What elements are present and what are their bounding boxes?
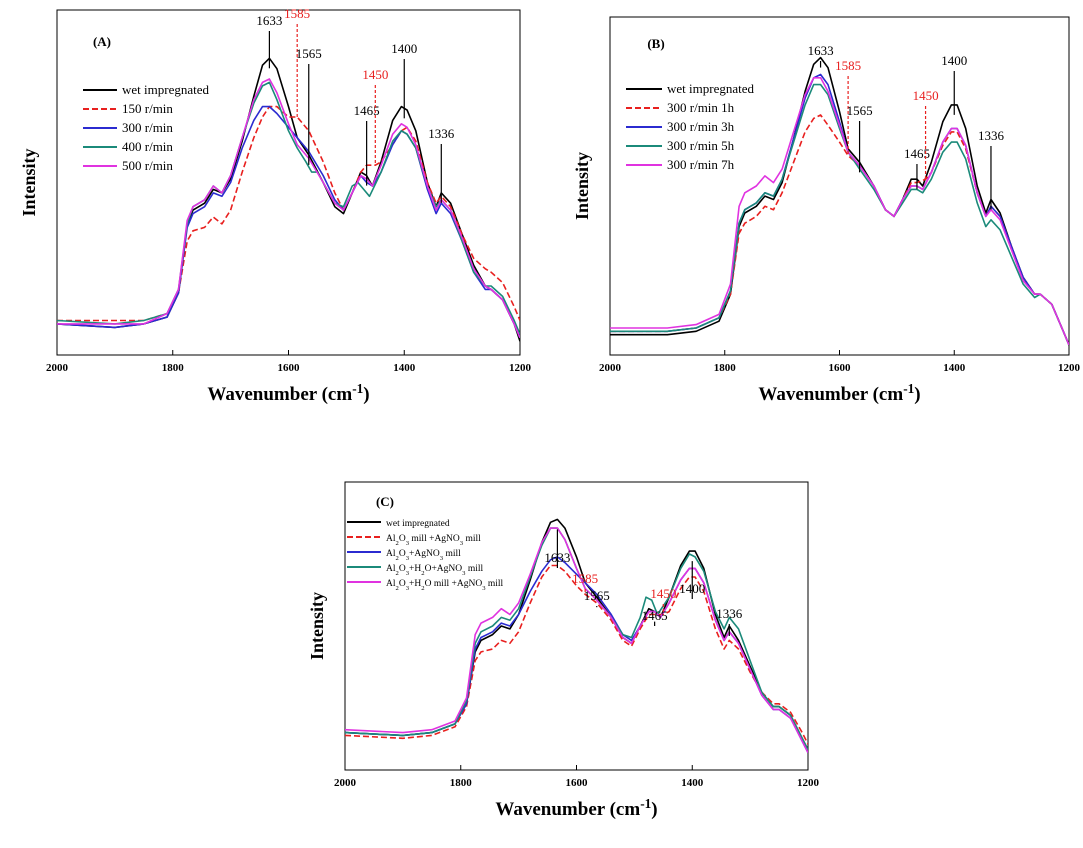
legend-label-5: 300 r/min 7h xyxy=(667,157,735,172)
legend-label-3: 300 r/min xyxy=(122,120,173,135)
peak-label-1450: 1450 xyxy=(650,586,676,601)
panel-label: (B) xyxy=(647,36,664,51)
peak-label-1585: 1585 xyxy=(572,571,598,586)
legend-label-2: 300 r/min 1h xyxy=(667,100,735,115)
peak-label-1336: 1336 xyxy=(978,128,1005,143)
peak-label-1565: 1565 xyxy=(847,103,873,118)
series-line-5 xyxy=(610,77,1069,346)
legend-label-1: wet impregnated xyxy=(667,81,754,96)
peak-label-1465: 1465 xyxy=(904,146,930,161)
legend-label-2: 150 r/min xyxy=(122,101,173,116)
x-tick-label: 1400 xyxy=(943,362,966,374)
legend-label-4: Al2O3+H2O+AgNO3 mill xyxy=(386,564,484,577)
chart-panel-b: 2000 1800 1600 1400 1200 Wavenumber (cm-1) Int… xyxy=(572,16,1081,406)
legend: wet impregnated Al2O3 mill +AgNO3 mill Al2… xyxy=(347,519,504,592)
peak-label-1465: 1465 xyxy=(354,103,380,118)
legend: wet impregnated 150 r/min 300 r/min 400 r/m… xyxy=(83,82,209,173)
peak-label-1400: 1400 xyxy=(391,41,417,56)
peak-label-1633: 1633 xyxy=(544,550,570,565)
series-line-4 xyxy=(345,527,808,751)
legend-label-3: Al2O3+AgNO3 mill xyxy=(386,549,461,562)
series-line-5 xyxy=(345,527,808,754)
series-line-2 xyxy=(345,564,808,745)
y-axis-label: Intensity xyxy=(19,148,39,216)
peak-label-1633: 1633 xyxy=(256,13,282,28)
peak-label-1400: 1400 xyxy=(941,53,967,68)
x-axis-label: Wavenumber (cm-1) xyxy=(758,381,920,406)
x-tick-label: 1600 xyxy=(829,362,852,374)
legend: wet impregnated 300 r/min 1h 300 r/min 3h 3… xyxy=(626,81,754,172)
legend-label-4: 300 r/min 5h xyxy=(667,138,735,153)
x-tick-label: 1600 xyxy=(566,777,589,789)
x-axis-label: Wavenumber (cm-1) xyxy=(207,381,369,406)
x-tick-label: 1400 xyxy=(393,362,416,374)
peak-label-1633: 1633 xyxy=(808,43,834,58)
x-tick-label: 1400 xyxy=(681,777,704,789)
legend-label-4: 400 r/min xyxy=(122,139,173,154)
peak-label-1465: 1465 xyxy=(642,608,668,623)
peak-label-1336: 1336 xyxy=(716,606,743,621)
series-line-5 xyxy=(57,78,520,339)
peak-label-1565: 1565 xyxy=(296,46,322,61)
legend-label-2: Al2O3 mill +AgNO3 mill xyxy=(386,534,481,547)
peak-label-1400: 1400 xyxy=(679,581,705,596)
x-tick-label: 1800 xyxy=(450,777,473,789)
legend-label-5: 500 r/min xyxy=(122,158,173,173)
peak-label-1336: 1336 xyxy=(428,126,455,141)
y-axis-label: Intensity xyxy=(307,592,327,660)
panel-label: (C) xyxy=(376,494,394,509)
peak-label-1450: 1450 xyxy=(362,67,388,82)
peak-label-1585: 1585 xyxy=(835,58,861,73)
series-group xyxy=(345,518,808,754)
x-tick-label: 1800 xyxy=(162,362,185,374)
x-tick-label: 1800 xyxy=(714,362,737,374)
legend-label-1: wet impregnated xyxy=(122,82,209,97)
x-tick-label: 2000 xyxy=(334,777,357,789)
y-axis-label: Intensity xyxy=(572,152,592,220)
peak-label-1585: 1585 xyxy=(284,6,310,21)
legend-label-5: Al2O3+H2O mill +AgNO3 mill xyxy=(386,579,504,592)
peak-label-1450: 1450 xyxy=(913,88,939,103)
series-line-1 xyxy=(57,57,520,342)
x-tick-label: 1200 xyxy=(1058,362,1081,374)
x-axis-label: Wavenumber (cm-1) xyxy=(495,796,657,821)
chart-panel-c: 2000 1800 1600 1400 1200 Wavenumber (cm-1) Int… xyxy=(307,481,820,821)
peak-label-1565: 1565 xyxy=(584,588,610,603)
x-tick-label: 1200 xyxy=(797,777,820,789)
x-tick-label: 2000 xyxy=(46,362,69,374)
series-group xyxy=(57,57,520,342)
x-tick-label: 2000 xyxy=(599,362,622,374)
legend-label-3: 300 r/min 3h xyxy=(667,119,735,134)
legend-label-1: wet impregnated xyxy=(386,519,450,529)
series-group xyxy=(610,56,1069,346)
series-line-2 xyxy=(57,105,520,322)
x-tick-label: 1600 xyxy=(278,362,301,374)
plot-frame xyxy=(56,9,521,356)
x-tick-label: 1200 xyxy=(509,362,532,374)
chart-panel-a: 2000 1800 1600 1400 1200 Wavenumber (cm-1) Int… xyxy=(19,6,532,405)
panel-label: (A) xyxy=(93,34,111,49)
